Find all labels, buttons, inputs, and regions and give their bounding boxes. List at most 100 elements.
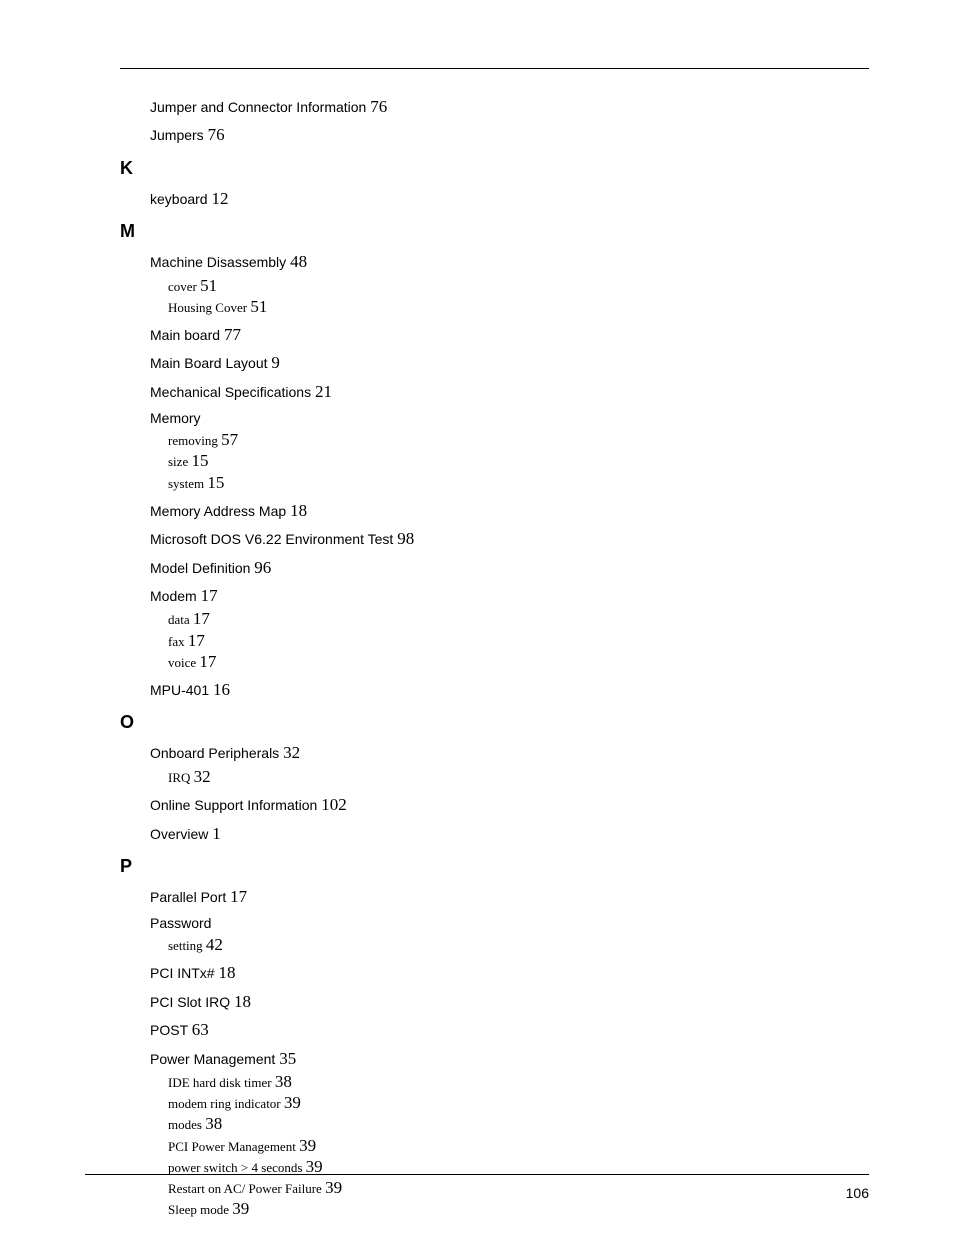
index-subentry-page: 57 <box>221 430 238 449</box>
index-subentry-label: voice <box>168 655 196 670</box>
index-entry-label: Memory Address Map <box>150 503 286 519</box>
index-entry-line: Onboard Peripherals 32 <box>150 743 869 763</box>
index-entry: PCI INTx# 18 <box>150 963 869 983</box>
index-entry-page: 102 <box>321 795 347 814</box>
index-subentry: data 17 <box>168 608 869 629</box>
index-entry-page: 16 <box>213 680 230 699</box>
index-entry-line: Power Management 35 <box>150 1049 869 1069</box>
index-subentry-label: modes <box>168 1117 202 1132</box>
index-subentry-page: 17 <box>199 652 216 671</box>
index-entry-label: Onboard Peripherals <box>150 745 279 761</box>
index-entry: Modem 17 data 17fax 17 voice 17 <box>150 586 869 672</box>
index-subentry: PCI Power Management 39 <box>168 1135 869 1156</box>
index-entry-label: MPU-401 <box>150 682 209 698</box>
index-entry-line: PCI Slot IRQ 18 <box>150 992 869 1012</box>
index-entry-line: Jumper and Connector Information 76 <box>150 97 869 117</box>
index-subentry: Sleep mode 39 <box>168 1198 869 1219</box>
index-entry: Power Management 35 IDE hard disk timer 3… <box>150 1049 869 1220</box>
index-subentry-label: IRQ <box>168 770 190 785</box>
index-entry-line: Model Definition 96 <box>150 558 869 578</box>
index-entry-page: 9 <box>271 353 280 372</box>
index-entry-line: Parallel Port 17 <box>150 887 869 907</box>
index-entry-label: PCI Slot IRQ <box>150 994 230 1010</box>
index-entry-label: Password <box>150 915 211 931</box>
index-content: Jumper and Connector Information 76Jumpe… <box>150 97 869 1220</box>
index-subentry-label: size <box>168 454 188 469</box>
index-entry: Onboard Peripherals 32 IRQ 32 <box>150 743 869 787</box>
index-entry-page: 32 <box>283 743 300 762</box>
index-entry-page: 48 <box>290 252 307 271</box>
index-subentry-page: 38 <box>275 1072 292 1091</box>
index-subentry-label: power switch > 4 seconds <box>168 1160 302 1175</box>
index-entry: Online Support Information 102 <box>150 795 869 815</box>
index-entry: Mechanical Specifications 21 <box>150 382 869 402</box>
index-subentry-page: 15 <box>191 451 208 470</box>
index-entry-page: 96 <box>254 558 271 577</box>
index-subentry: removing 57 <box>168 429 869 450</box>
index-subentry-page: 17 <box>188 631 205 650</box>
index-entry-page: 35 <box>279 1049 296 1068</box>
index-subentry-page: 38 <box>205 1114 222 1133</box>
index-subentry: Restart on AC/ Power Failure 39 <box>168 1177 869 1198</box>
index-entry-label: Parallel Port <box>150 889 226 905</box>
index-subentry-label: setting <box>168 938 203 953</box>
page: Jumper and Connector Information 76Jumpe… <box>0 0 954 1235</box>
index-subentry: size 15 <box>168 450 869 471</box>
index-entry-line: Memory <box>150 410 869 427</box>
index-entry: Main Board Layout 9 <box>150 353 869 373</box>
index-entry-label: Model Definition <box>150 560 250 576</box>
index-subentry-label: modem ring indicator <box>168 1096 281 1111</box>
index-entry-line: Jumpers 76 <box>150 125 869 145</box>
index-subentry-label: cover <box>168 279 197 294</box>
index-entry-label: Machine Disassembly <box>150 254 286 270</box>
index-entry-label: Jumper and Connector Information <box>150 99 366 115</box>
index-subentry-page: 51 <box>250 297 267 316</box>
index-entry-page: 12 <box>211 189 228 208</box>
index-entry: Overview 1 <box>150 824 869 844</box>
index-entry-label: Main board <box>150 327 220 343</box>
index-subentry-label: data <box>168 612 190 627</box>
index-entry-line: Memory Address Map 18 <box>150 501 869 521</box>
index-entry-label: Power Management <box>150 1051 275 1067</box>
index-subentry-page: 39 <box>299 1136 316 1155</box>
index-entry: keyboard 12 <box>150 189 869 209</box>
index-entry-line: Machine Disassembly 48 <box>150 252 869 272</box>
bottom-rule <box>85 1174 869 1175</box>
index-subentry-label: removing <box>168 433 218 448</box>
index-subentry-label: Sleep mode <box>168 1202 229 1217</box>
index-entry-label: Jumpers <box>150 127 204 143</box>
section-letter: K <box>120 158 869 179</box>
index-entry: PCI Slot IRQ 18 <box>150 992 869 1012</box>
index-entry-page: 18 <box>290 501 307 520</box>
index-entry-label: Modem <box>150 588 197 604</box>
index-subentry-page: 42 <box>206 935 223 954</box>
index-entry-page: 63 <box>192 1020 209 1039</box>
index-entry-line: Microsoft DOS V6.22 Environment Test 98 <box>150 529 869 549</box>
index-subentry-page: 15 <box>207 473 224 492</box>
index-entry-line: Password <box>150 915 869 932</box>
index-entry-line: keyboard 12 <box>150 189 869 209</box>
index-entry: Model Definition 96 <box>150 558 869 578</box>
index-subentry-label: IDE hard disk timer <box>168 1075 272 1090</box>
index-entry-line: Main board 77 <box>150 325 869 345</box>
index-entry-page: 18 <box>218 963 235 982</box>
index-entry: Parallel Port 17 <box>150 887 869 907</box>
index-entry: Memoryremoving 57size 15system 15 <box>150 410 869 493</box>
section-letter: P <box>120 856 869 877</box>
index-subentry: system 15 <box>168 472 869 493</box>
index-entry-page: 18 <box>234 992 251 1011</box>
index-entry: MPU-401 16 <box>150 680 869 700</box>
index-subentry: Housing Cover 51 <box>168 296 869 317</box>
index-entry: Jumper and Connector Information 76 <box>150 97 869 117</box>
index-subentry: fax 17 <box>168 630 869 651</box>
index-entry-page: 17 <box>230 887 247 906</box>
index-entry-page: 77 <box>224 325 241 344</box>
top-rule <box>120 68 869 69</box>
index-subentry-page: 39 <box>284 1093 301 1112</box>
index-subentry: modem ring indicator 39 <box>168 1092 869 1113</box>
index-entry-label: POST <box>150 1022 188 1038</box>
index-subentry-page: 39 <box>232 1199 249 1218</box>
index-entry-label: Online Support Information <box>150 797 317 813</box>
index-entry-label: PCI INTx# <box>150 965 215 981</box>
index-entry-label: Memory <box>150 410 201 426</box>
